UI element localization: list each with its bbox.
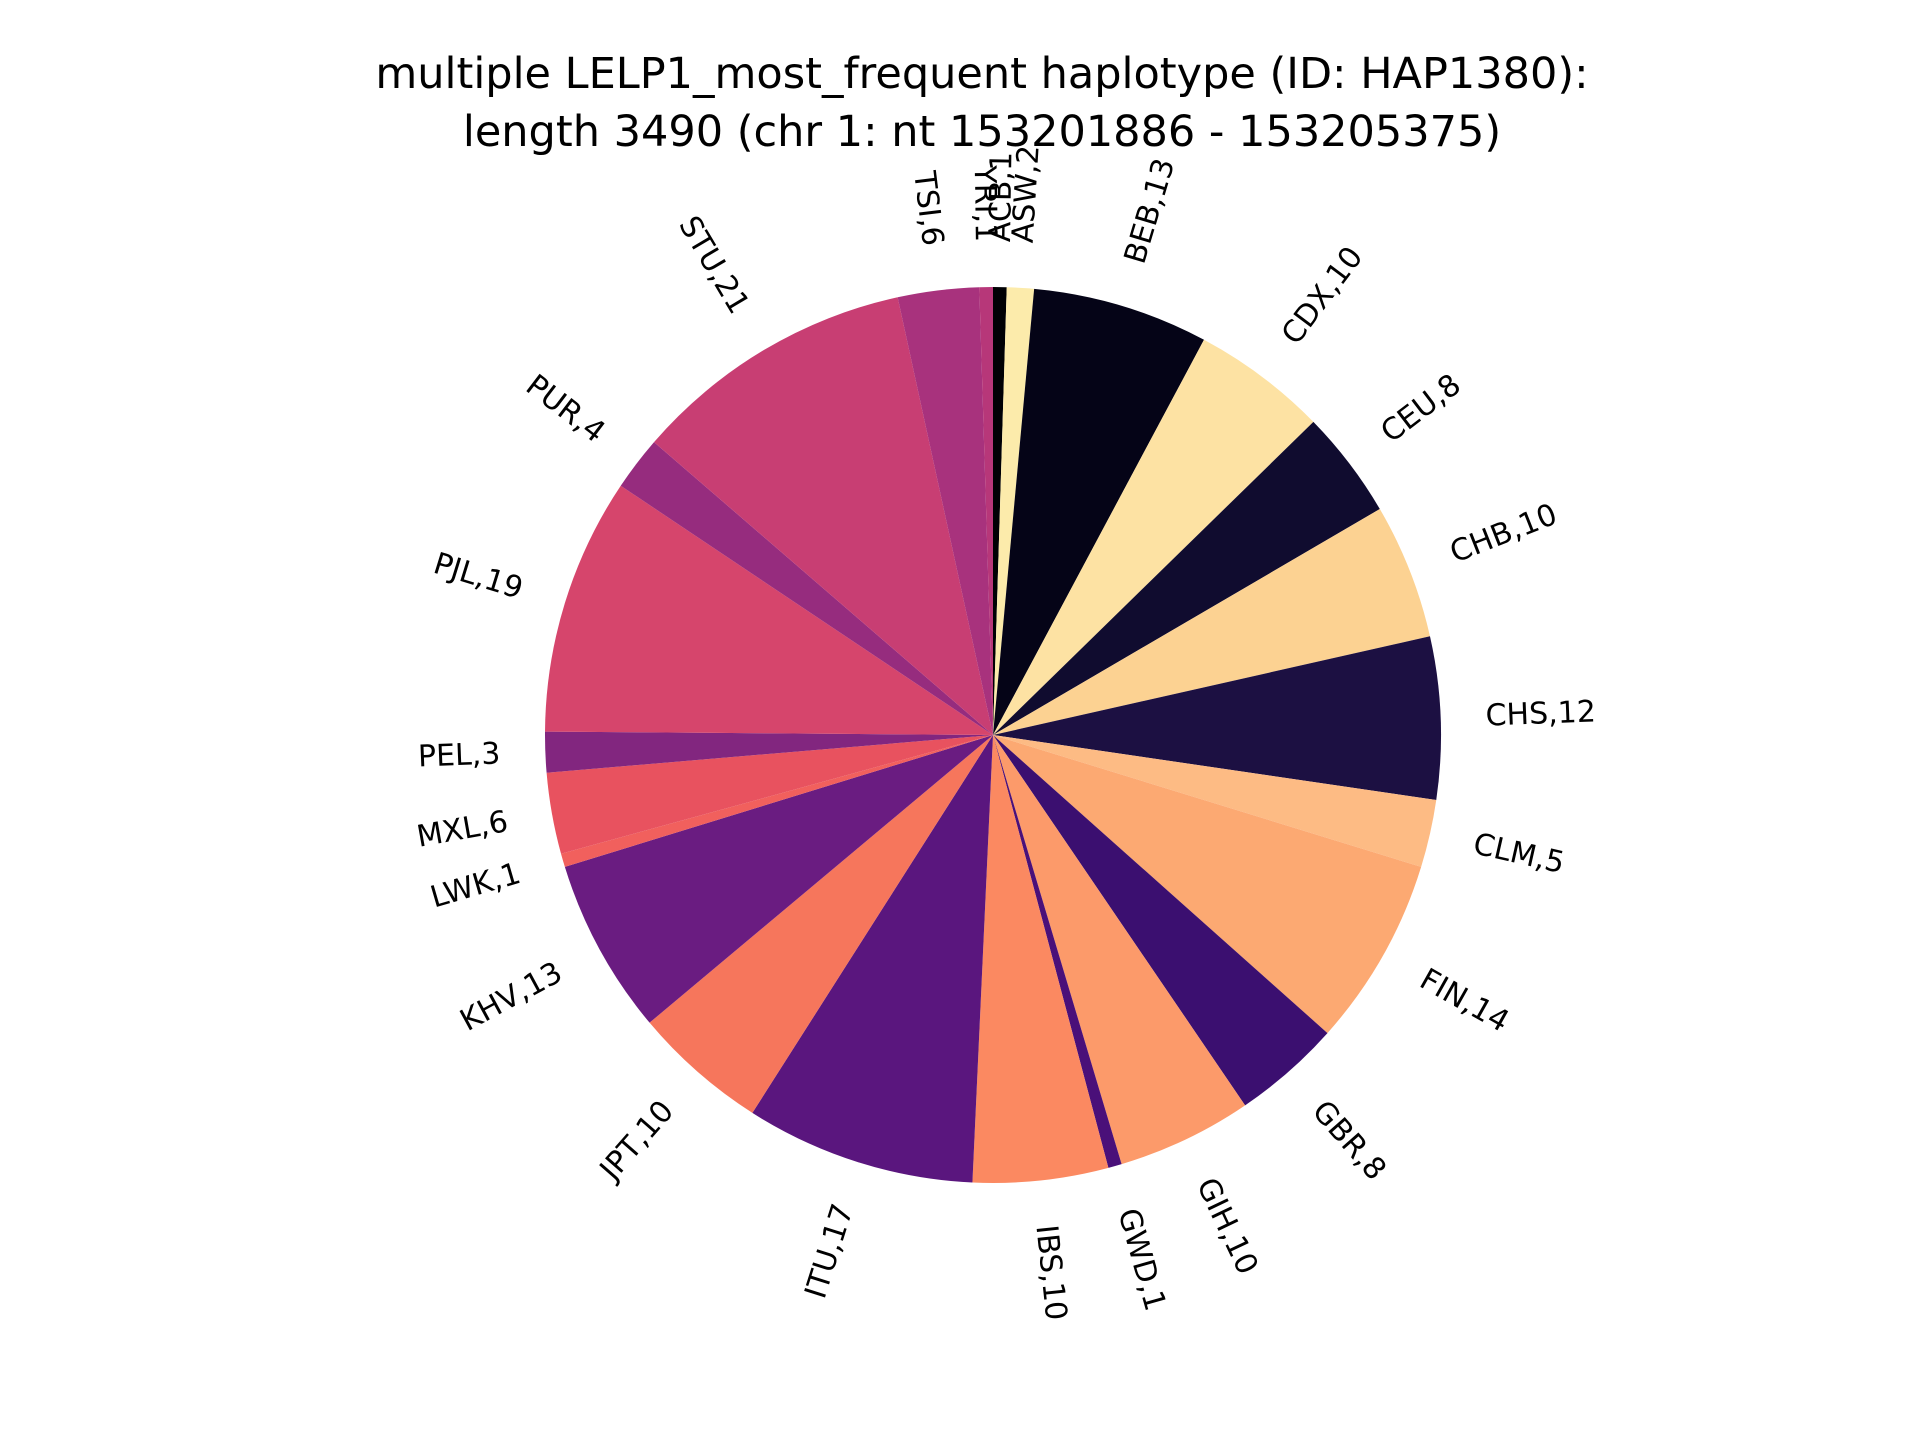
pie-label-asw: ASW,2	[1006, 144, 1047, 244]
pie-label-yri: YRI,1	[967, 164, 1003, 242]
pie-slice-yri	[979, 287, 993, 735]
pie-slice-itu	[752, 735, 993, 1183]
pie-slice-fin	[993, 735, 1422, 1034]
pie-slice-tsi	[897, 287, 993, 735]
pie-slice-asw	[993, 287, 1035, 735]
pie-slices	[544, 287, 1441, 1184]
pie-slice-pel	[544, 731, 993, 773]
pie-slice-cdx	[993, 339, 1314, 735]
pie-slice-beb	[993, 288, 1204, 735]
chart-title-line-1: multiple LELP1_most_frequent haplotype (…	[375, 49, 1588, 99]
pie-label-acb: ACB,1	[983, 152, 1019, 243]
pie-label-pel: PEL,3	[417, 736, 501, 774]
pie-slice-clm	[993, 735, 1437, 867]
chart-title-line-2: length 3490 (chr 1: nt 153201886 - 15320…	[463, 107, 1501, 157]
pie-slice-khv	[564, 735, 993, 1023]
pie-slice-jpt	[649, 735, 993, 1113]
pie-slice-ibs	[972, 735, 1109, 1184]
pie-slice-ceu	[993, 421, 1380, 735]
pie-slice-stu	[654, 297, 993, 735]
pie-slice-gwd	[993, 735, 1122, 1168]
pie-slice-acb	[993, 287, 1007, 735]
pie-slice-chs	[993, 636, 1441, 800]
pie-slice-gih	[993, 735, 1246, 1165]
pie-slice-mxl	[546, 735, 993, 854]
pie-slice-chb	[993, 509, 1430, 735]
pie-slice-pjl	[545, 485, 993, 735]
pie-slice-lwk	[561, 735, 993, 867]
pie-slice-pur	[620, 442, 993, 735]
pie-label-chs: CHS,12	[1485, 694, 1597, 733]
pie-slice-gbr	[993, 735, 1328, 1106]
